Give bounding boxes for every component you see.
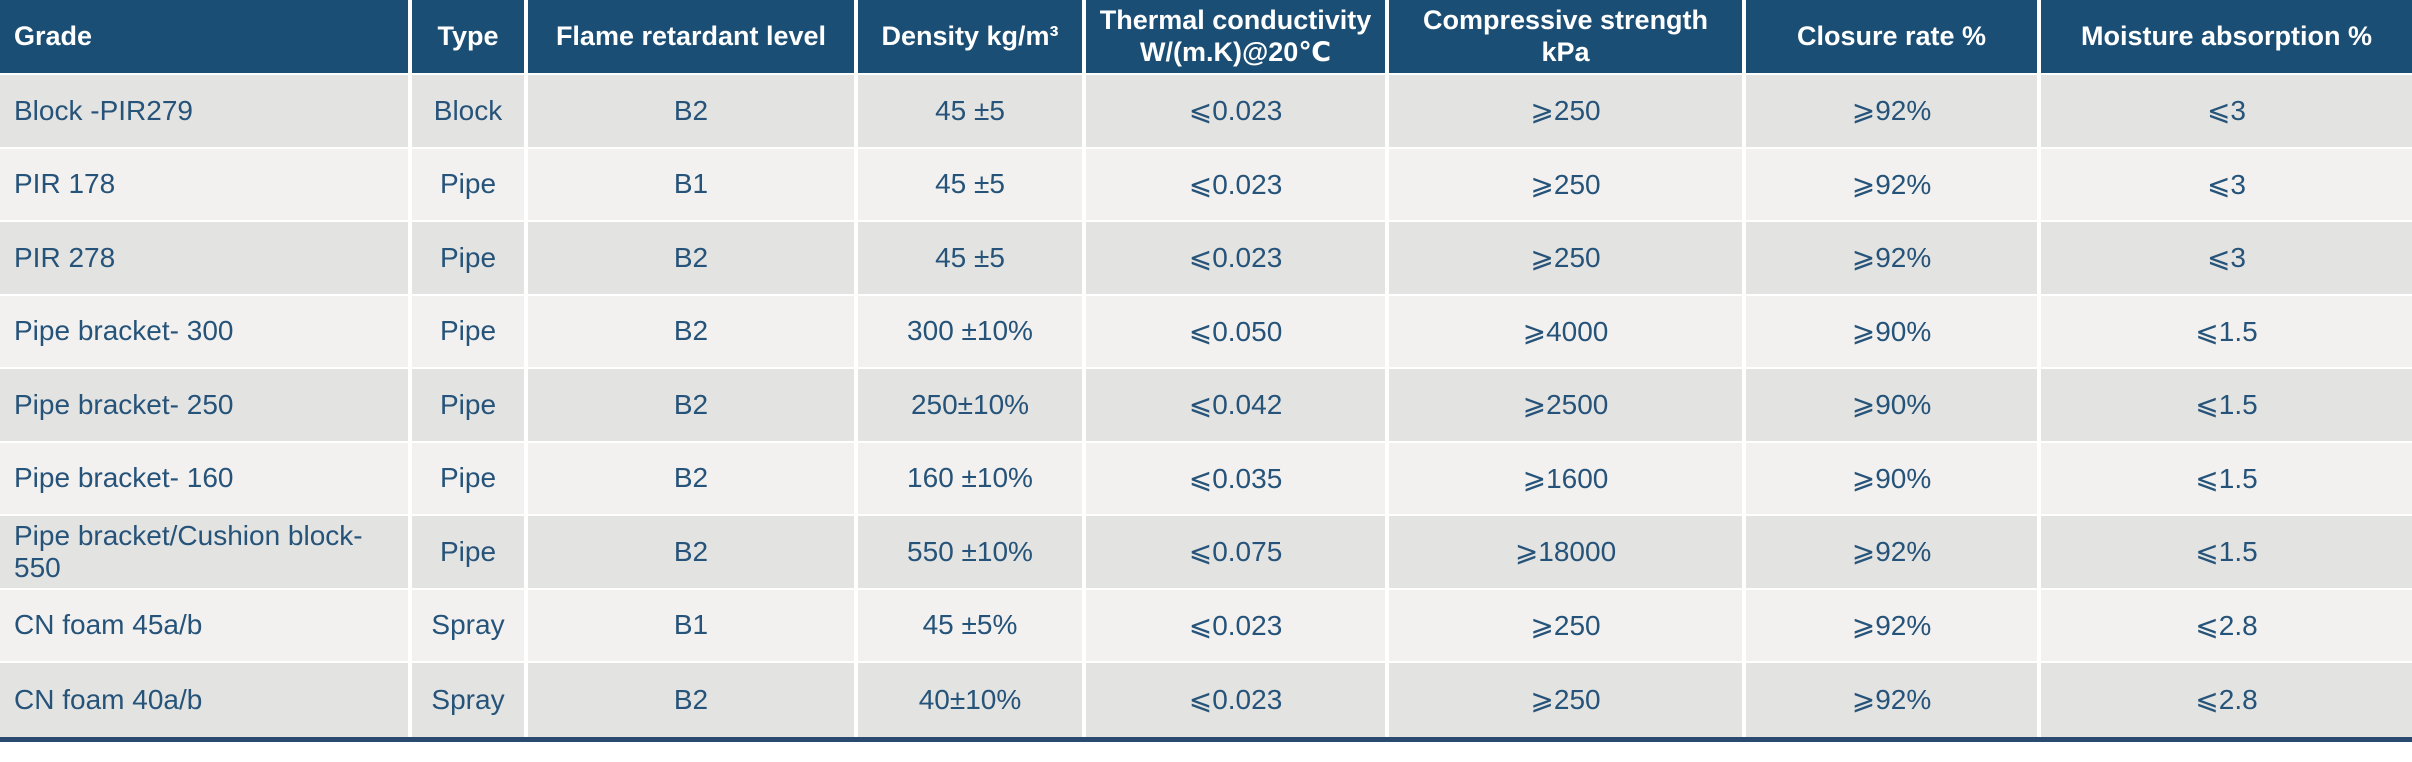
cell-compressive-strength: ⩾250 <box>1389 148 1746 222</box>
cell-closure-rate: ⩾92% <box>1746 148 2041 222</box>
col-header-flame-retardant-level: Flame retardant level <box>528 0 858 75</box>
col-header-grade: Grade <box>0 0 412 75</box>
cell-closure-rate: ⩾92% <box>1746 516 2041 590</box>
cell-type: Block <box>412 75 528 149</box>
cell-grade: Pipe bracket- 250 <box>0 369 412 443</box>
cell-thermal-conductivity: ⩽0.023 <box>1086 589 1389 663</box>
cell-compressive-strength: ⩾4000 <box>1389 295 1746 369</box>
table-row: Pipe bracket- 300 Pipe B2 300 ±10% ⩽0.05… <box>0 295 2412 369</box>
cell-flame-retardant-level: B2 <box>528 663 858 737</box>
cell-closure-rate: ⩾90% <box>1746 442 2041 516</box>
cell-thermal-conductivity: ⩽0.023 <box>1086 663 1389 737</box>
cell-grade: PIR 178 <box>0 148 412 222</box>
cell-thermal-conductivity: ⩽0.035 <box>1086 442 1389 516</box>
col-header-closure-rate: Closure rate % <box>1746 0 2041 75</box>
cell-compressive-strength: ⩾250 <box>1389 663 1746 737</box>
table-row: Pipe bracket/Cushion block- 550 Pipe B2 … <box>0 516 2412 590</box>
cell-thermal-conductivity: ⩽0.023 <box>1086 222 1389 296</box>
cell-compressive-strength: ⩾250 <box>1389 75 1746 149</box>
cell-moisture-absorption: ⩽3 <box>2041 75 2412 149</box>
cell-type: Pipe <box>412 516 528 590</box>
col-header-thermal-conductivity: Thermal conductivity W/(m.K)@20℃ <box>1086 0 1389 75</box>
cell-type: Spray <box>412 663 528 737</box>
cell-flame-retardant-level: B2 <box>528 516 858 590</box>
cell-density: 40±10% <box>858 663 1086 737</box>
cell-density: 160 ±10% <box>858 442 1086 516</box>
col-header-type: Type <box>412 0 528 75</box>
cell-thermal-conductivity: ⩽0.023 <box>1086 75 1389 149</box>
cell-density: 550 ±10% <box>858 516 1086 590</box>
table-row: PIR 178 Pipe B1 45 ±5 ⩽0.023 ⩾250 ⩾92% ⩽… <box>0 148 2412 222</box>
cell-compressive-strength: ⩾1600 <box>1389 442 1746 516</box>
cell-density: 45 ±5% <box>858 589 1086 663</box>
cell-density: 45 ±5 <box>858 148 1086 222</box>
cell-type: Spray <box>412 589 528 663</box>
cell-type: Pipe <box>412 295 528 369</box>
cell-closure-rate: ⩾92% <box>1746 663 2041 737</box>
cell-flame-retardant-level: B1 <box>528 589 858 663</box>
table-body: Block -PIR279 Block B2 45 ±5 ⩽0.023 ⩾250… <box>0 75 2412 737</box>
cell-grade: Pipe bracket- 300 <box>0 295 412 369</box>
cell-moisture-absorption: ⩽1.5 <box>2041 516 2412 590</box>
cell-grade: PIR 278 <box>0 222 412 296</box>
col-header-density: Density kg/m³ <box>858 0 1086 75</box>
cell-type: Pipe <box>412 148 528 222</box>
cell-compressive-strength: ⩾250 <box>1389 222 1746 296</box>
cell-flame-retardant-level: B1 <box>528 148 858 222</box>
cell-moisture-absorption: ⩽2.8 <box>2041 663 2412 737</box>
cell-type: Pipe <box>412 222 528 296</box>
col-header-compressive-strength: Compressive strength kPa <box>1389 0 1746 75</box>
cell-moisture-absorption: ⩽3 <box>2041 222 2412 296</box>
cell-thermal-conductivity: ⩽0.050 <box>1086 295 1389 369</box>
cell-moisture-absorption: ⩽3 <box>2041 148 2412 222</box>
cell-density: 45 ±5 <box>858 75 1086 149</box>
cell-thermal-conductivity: ⩽0.075 <box>1086 516 1389 590</box>
table-row: PIR 278 Pipe B2 45 ±5 ⩽0.023 ⩾250 ⩾92% ⩽… <box>0 222 2412 296</box>
cell-grade: CN foam 40a/b <box>0 663 412 737</box>
cell-density: 250±10% <box>858 369 1086 443</box>
cell-flame-retardant-level: B2 <box>528 369 858 443</box>
cell-type: Pipe <box>412 442 528 516</box>
cell-density: 300 ±10% <box>858 295 1086 369</box>
cell-flame-retardant-level: B2 <box>528 295 858 369</box>
cell-closure-rate: ⩾92% <box>1746 589 2041 663</box>
cell-moisture-absorption: ⩽1.5 <box>2041 369 2412 443</box>
cell-closure-rate: ⩾92% <box>1746 222 2041 296</box>
cell-closure-rate: ⩾90% <box>1746 295 2041 369</box>
table-row: Pipe bracket- 250 Pipe B2 250±10% ⩽0.042… <box>0 369 2412 443</box>
cell-moisture-absorption: ⩽1.5 <box>2041 442 2412 516</box>
cell-moisture-absorption: ⩽1.5 <box>2041 295 2412 369</box>
product-spec-table: Grade Type Flame retardant level Density… <box>0 0 2412 742</box>
table-row: CN foam 45a/b Spray B1 45 ±5% ⩽0.023 ⩾25… <box>0 589 2412 663</box>
col-header-moisture-absorption: Moisture absorption % <box>2041 0 2412 75</box>
cell-closure-rate: ⩾90% <box>1746 369 2041 443</box>
table-row: CN foam 40a/b Spray B2 40±10% ⩽0.023 ⩾25… <box>0 663 2412 737</box>
cell-compressive-strength: ⩾2500 <box>1389 369 1746 443</box>
cell-compressive-strength: ⩾18000 <box>1389 516 1746 590</box>
cell-thermal-conductivity: ⩽0.042 <box>1086 369 1389 443</box>
cell-grade: Pipe bracket- 160 <box>0 442 412 516</box>
cell-flame-retardant-level: B2 <box>528 75 858 149</box>
cell-closure-rate: ⩾92% <box>1746 75 2041 149</box>
table-header: Grade Type Flame retardant level Density… <box>0 0 2412 75</box>
cell-moisture-absorption: ⩽2.8 <box>2041 589 2412 663</box>
cell-grade: CN foam 45a/b <box>0 589 412 663</box>
cell-compressive-strength: ⩾250 <box>1389 589 1746 663</box>
header-row: Grade Type Flame retardant level Density… <box>0 0 2412 75</box>
cell-flame-retardant-level: B2 <box>528 222 858 296</box>
cell-flame-retardant-level: B2 <box>528 442 858 516</box>
cell-grade: Block -PIR279 <box>0 75 412 149</box>
cell-grade: Pipe bracket/Cushion block- 550 <box>0 516 412 590</box>
cell-thermal-conductivity: ⩽0.023 <box>1086 148 1389 222</box>
table-row: Block -PIR279 Block B2 45 ±5 ⩽0.023 ⩾250… <box>0 75 2412 149</box>
cell-density: 45 ±5 <box>858 222 1086 296</box>
table-row: Pipe bracket- 160 Pipe B2 160 ±10% ⩽0.03… <box>0 442 2412 516</box>
cell-type: Pipe <box>412 369 528 443</box>
